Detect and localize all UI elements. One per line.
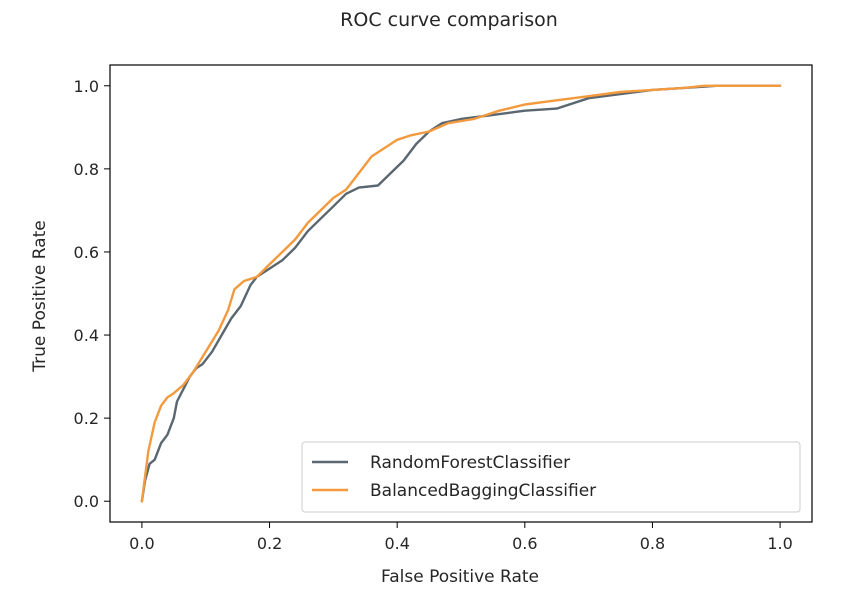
- y-axis-ticks: 0.0 0.2 0.4 0.6 0.8 1.0: [74, 77, 110, 511]
- plot-area: [109, 64, 813, 523]
- y-tick-label: 1.0: [74, 77, 99, 96]
- y-tick-label: 0.0: [74, 492, 99, 511]
- legend-label: RandomForestClassifier: [370, 453, 570, 473]
- x-axis-ticks: 0.0 0.2 0.4 0.6 0.8 1.0: [129, 522, 793, 553]
- y-tick-label: 0.6: [74, 243, 99, 262]
- x-tick-label: 0.6: [512, 534, 537, 553]
- x-tick-label: 1.0: [767, 534, 792, 553]
- x-tick-label: 0.8: [640, 534, 665, 553]
- series-line-random-forest: [140, 84, 782, 503]
- y-tick-label: 0.8: [74, 160, 99, 179]
- x-tick-label: 0.0: [129, 534, 154, 553]
- plot-frame: [109, 64, 813, 523]
- y-tick-label: 0.2: [74, 409, 99, 428]
- x-tick-label: 0.4: [384, 534, 409, 553]
- series-layer: [140, 84, 782, 503]
- x-axis-label: False Positive Rate: [381, 567, 539, 587]
- x-tick-label: 0.2: [257, 534, 282, 553]
- legend-label: BalancedBaggingClassifier: [370, 481, 596, 501]
- y-tick-label: 0.4: [74, 326, 99, 345]
- y-axis-label: True Positive Rate: [30, 220, 50, 372]
- legend: RandomForestClassifier BalancedBaggingCla…: [301, 441, 801, 513]
- chart-title: ROC curve comparison: [340, 9, 558, 31]
- series-line-balanced-bagging: [140, 84, 782, 503]
- legend-box: [301, 441, 801, 513]
- legend-items: RandomForestClassifier BalancedBaggingCla…: [312, 453, 596, 501]
